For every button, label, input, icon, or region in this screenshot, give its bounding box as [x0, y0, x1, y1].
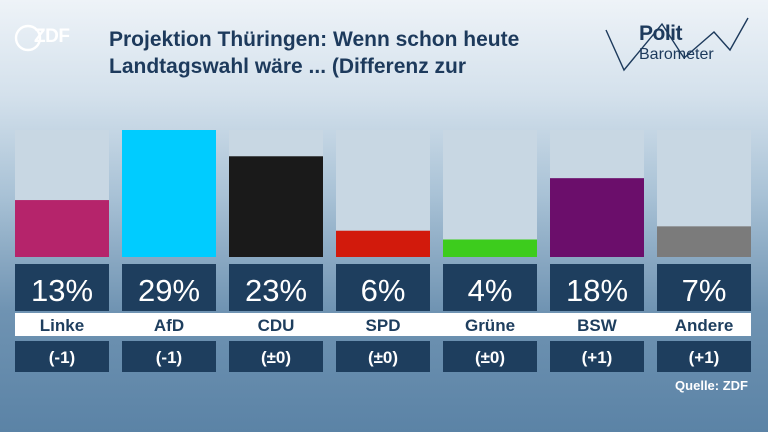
- value-box: [550, 264, 644, 311]
- bar-track: [443, 130, 537, 257]
- difference-label: (±0): [475, 348, 505, 367]
- category-label: BSW: [577, 316, 618, 335]
- source-label: Quelle: ZDF: [675, 378, 748, 393]
- bar-grüne: [443, 239, 537, 257]
- page-title: Projektion Thüringen: Wenn schon heute L…: [109, 26, 579, 80]
- value-label: 6%: [361, 273, 406, 308]
- difference-box: [229, 341, 323, 372]
- zdf-logo-icon: [14, 24, 42, 52]
- value-label: 18%: [566, 273, 628, 308]
- difference-box: [550, 341, 644, 372]
- politbarometer-polit: Polit: [639, 22, 683, 45]
- difference-label: (-1): [49, 348, 75, 367]
- difference-label: (-1): [156, 348, 182, 367]
- category-label: Linke: [40, 316, 84, 335]
- category-label: Andere: [675, 316, 734, 335]
- politbarometer-barometer: Barometer: [639, 46, 714, 63]
- difference-label: (±0): [368, 348, 398, 367]
- value-label: 7%: [682, 273, 727, 308]
- title-line-1: Projektion Thüringen: Wenn schon heute: [109, 28, 520, 51]
- value-box: [15, 264, 109, 311]
- difference-box: [443, 341, 537, 372]
- bar-spd: [336, 230, 430, 257]
- bar-linke: [15, 200, 109, 257]
- value-box: [443, 264, 537, 311]
- value-box: [122, 264, 216, 311]
- value-box: [229, 264, 323, 311]
- category-label-strip: [15, 313, 751, 336]
- difference-box: [336, 341, 430, 372]
- value-label: 13%: [31, 273, 93, 308]
- value-box: [336, 264, 430, 311]
- value-label: 29%: [138, 273, 200, 308]
- value-label: 4%: [468, 273, 513, 308]
- bar-andere: [657, 226, 751, 257]
- bar-afd: [122, 130, 216, 257]
- difference-box: [15, 341, 109, 372]
- category-label: AfD: [154, 316, 184, 335]
- category-label: SPD: [366, 316, 401, 335]
- politbarometer-zigzag-icon: [605, 17, 749, 72]
- difference-label: (+1): [582, 348, 613, 367]
- difference-label: (+1): [689, 348, 720, 367]
- category-label: CDU: [258, 316, 295, 335]
- bar-cdu: [229, 156, 323, 257]
- difference-box: [122, 341, 216, 372]
- difference-label: (±0): [261, 348, 291, 367]
- zdf-logo-text: ZDF: [34, 26, 70, 47]
- value-box: [657, 264, 751, 311]
- category-label: Grüne: [465, 316, 515, 335]
- difference-box: [657, 341, 751, 372]
- title-line-2: Landtagswahl wäre ... (Differenz zur: [109, 55, 467, 78]
- value-label: 23%: [245, 273, 307, 308]
- bar-bsw: [550, 178, 644, 257]
